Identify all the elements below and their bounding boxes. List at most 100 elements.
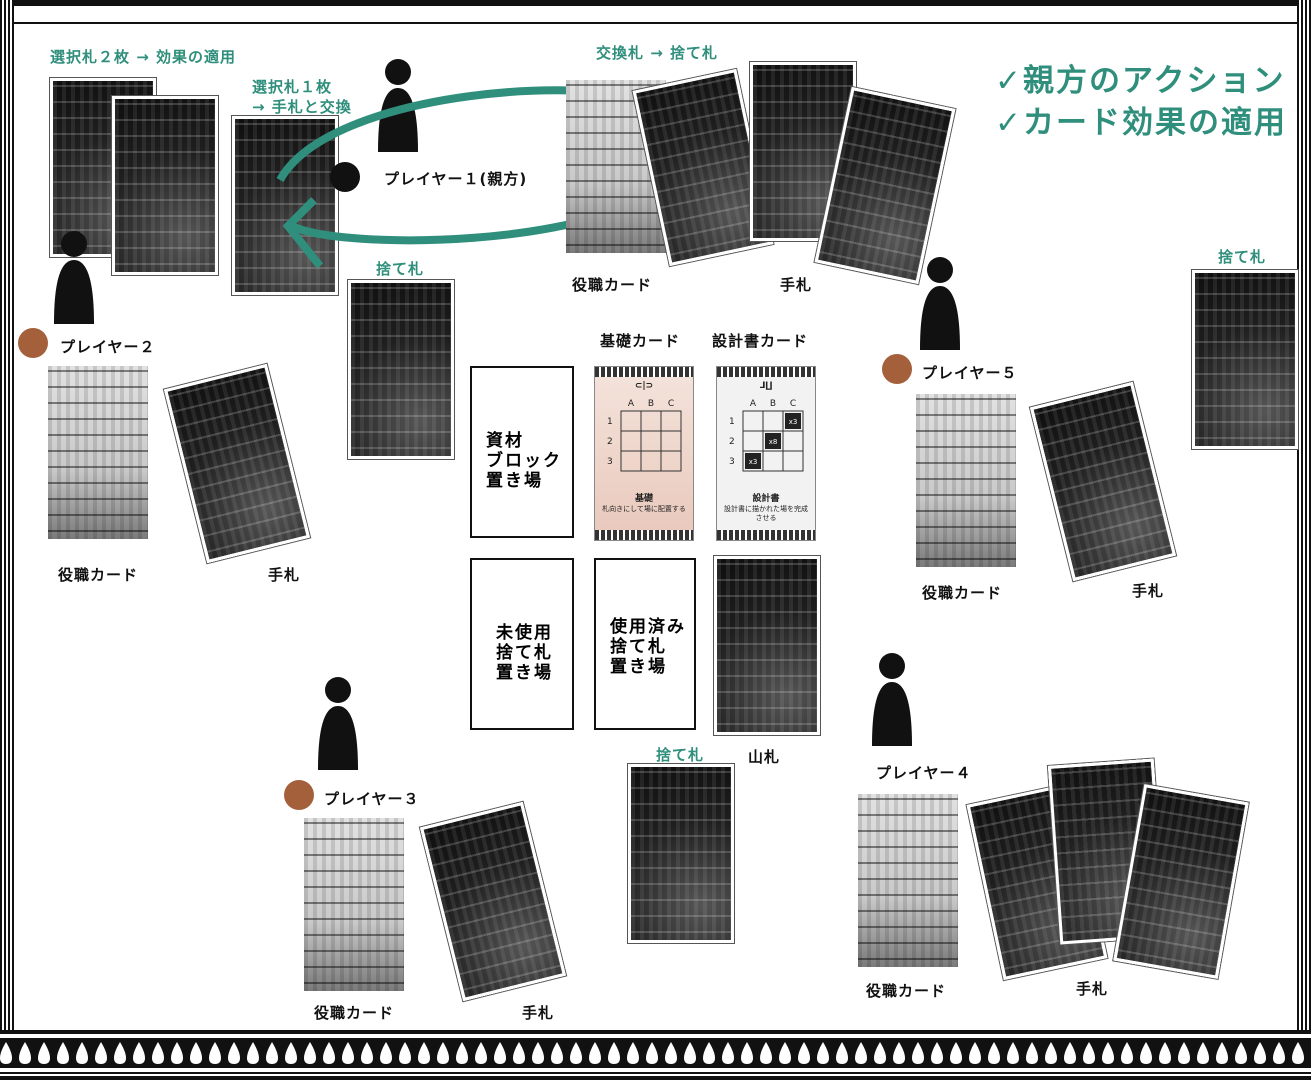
- border-drop: [38, 1042, 50, 1064]
- border-drop: [114, 1042, 126, 1064]
- p1-role-card-label: 役職カード: [572, 276, 653, 294]
- used-discard-zone-line3: 置き場: [610, 657, 667, 677]
- select-two-annotation: 選択札２枚 → 効果の適用: [50, 48, 237, 66]
- border-drop: [779, 1042, 791, 1064]
- p4-pawn-icon: [872, 653, 912, 746]
- p5-role-card[interactable]: [916, 394, 1016, 567]
- border-drop: [988, 1042, 1000, 1064]
- p1-hand-card-2[interactable]: [750, 62, 856, 241]
- border-drop: [57, 1042, 69, 1064]
- border-drop: [1045, 1042, 1057, 1064]
- border-drop: [608, 1042, 620, 1064]
- p2-hand-label: 手札: [268, 566, 301, 584]
- border-drop: [1216, 1042, 1228, 1064]
- border-drop: [209, 1042, 221, 1064]
- p5-hand-label: 手札: [1132, 582, 1165, 600]
- p2-pawn-icon: [54, 231, 94, 324]
- blueprint-card-name: 設計書: [752, 494, 780, 504]
- p4-role-card[interactable]: [858, 794, 958, 967]
- border-drop: [570, 1042, 582, 1064]
- top-border-line: [0, 0, 1311, 6]
- deck-pile[interactable]: [714, 556, 820, 735]
- border-drop: [437, 1042, 449, 1064]
- blueprint-block-b2: [765, 433, 781, 449]
- basic-card-bottom-band: [595, 530, 693, 540]
- border-drop: [1102, 1042, 1114, 1064]
- blueprint-card[interactable]: ⅃∐ A B C 1 2 3 x3 x8 x3 設計書 設計書に描かれた場を完成…: [716, 366, 816, 541]
- discard-right-pile[interactable]: [1192, 270, 1298, 449]
- unused-discard-zone[interactable]: 未使用 捨て札 置き場: [470, 558, 574, 730]
- border-drop: [912, 1042, 924, 1064]
- p2-role-card-label: 役職カード: [58, 566, 139, 584]
- border-drop: [817, 1042, 829, 1064]
- border-drop: [589, 1042, 601, 1064]
- top-border-line-thin: [0, 22, 1311, 24]
- p2-name: プレイヤー２: [60, 338, 156, 356]
- border-drop: [1083, 1042, 1095, 1064]
- border-drop: [133, 1042, 145, 1064]
- p2-role-card[interactable]: [48, 366, 148, 539]
- discard-center-pile[interactable]: [628, 764, 734, 943]
- basic-card-top-band: [595, 367, 693, 377]
- blueprint-card-top-band: [717, 367, 815, 377]
- border-drop: [152, 1042, 164, 1064]
- materials-zone[interactable]: 資材 ブロック 置き場: [470, 366, 574, 538]
- p5-token: [882, 354, 912, 384]
- blueprint-block-a3-count: x3: [749, 458, 758, 466]
- blueprint-card-label: 設計書カード: [712, 332, 809, 350]
- discard-center-label: 捨て札: [656, 746, 705, 764]
- p3-hand-card[interactable]: [419, 801, 567, 1002]
- basic-card-grid: A B C 1 2 3: [607, 399, 682, 472]
- blueprint-card-row-1: 1: [729, 417, 735, 427]
- border-drop: [76, 1042, 88, 1064]
- right-border-stripe: [1297, 0, 1311, 1080]
- border-drop: [1178, 1042, 1190, 1064]
- border-drop: [456, 1042, 468, 1064]
- p5-hand-card[interactable]: [1029, 381, 1177, 582]
- basic-card[interactable]: ⊂|⊃ A B C 1 2 3 基礎 札向きにして場に配置する: [594, 366, 694, 541]
- border-drop: [665, 1042, 677, 1064]
- border-drop: [627, 1042, 639, 1064]
- deck-label: 山札: [748, 748, 781, 766]
- p1-selected-card-2[interactable]: [112, 96, 218, 275]
- exchange-annotation: 交換札 → 捨て札: [596, 44, 719, 62]
- border-drop: [494, 1042, 506, 1064]
- unused-discard-zone-line1: 未使用: [496, 623, 553, 643]
- border-drop: [760, 1042, 772, 1064]
- border-drop: [1273, 1042, 1285, 1064]
- p1-hand-label: 手札: [780, 276, 813, 294]
- blueprint-card-text: 設計書に描かれた場を完成させる: [724, 505, 808, 522]
- border-drop: [418, 1042, 430, 1064]
- basic-card-row-1: 1: [607, 417, 613, 427]
- border-drop: [361, 1042, 373, 1064]
- discard-top-pile[interactable]: [348, 280, 454, 459]
- border-drop: [551, 1042, 563, 1064]
- border-drop: [171, 1042, 183, 1064]
- basic-card-col-c: C: [668, 399, 674, 409]
- select-one-annotation-line1: 選択札１枚: [252, 78, 333, 96]
- border-drop: [703, 1042, 715, 1064]
- p2-hand-card[interactable]: [163, 363, 311, 564]
- border-drop: [969, 1042, 981, 1064]
- bottom-border-pattern: [0, 1030, 1311, 1080]
- border-drop: [190, 1042, 202, 1064]
- border-drop: [380, 1042, 392, 1064]
- basic-card-text: 札向きにして場に配置する: [602, 505, 686, 513]
- basic-card-label: 基礎カード: [600, 332, 681, 350]
- discard-right-label: 捨て札: [1218, 248, 1267, 266]
- border-drop: [0, 1042, 12, 1064]
- p3-role-card[interactable]: [304, 818, 404, 991]
- materials-zone-line1: 資材: [486, 431, 524, 451]
- p4-hand-label: 手札: [1076, 980, 1109, 998]
- used-discard-zone[interactable]: 使用済み 捨て札 置き場: [594, 558, 696, 730]
- blueprint-block-a3: [745, 453, 761, 469]
- border-drop: [323, 1042, 335, 1064]
- border-drop: [893, 1042, 905, 1064]
- border-drop: [722, 1042, 734, 1064]
- blueprint-card-col-c: C: [790, 399, 796, 409]
- border-drop: [1121, 1042, 1133, 1064]
- p5-pawn-icon: [920, 257, 960, 350]
- p3-hand-label: 手札: [522, 1004, 555, 1022]
- materials-zone-line3: 置き場: [486, 471, 543, 491]
- border-drop: [304, 1042, 316, 1064]
